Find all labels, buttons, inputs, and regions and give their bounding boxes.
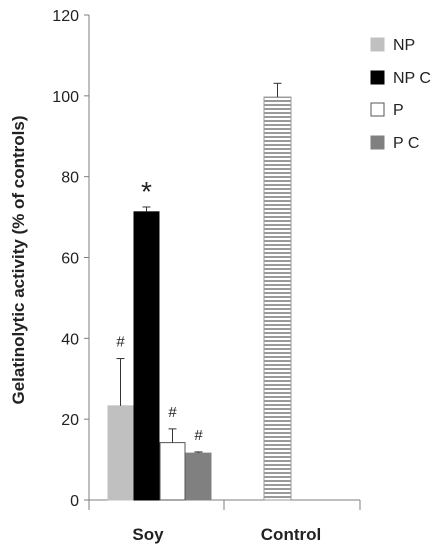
legend-swatch xyxy=(370,135,385,150)
bar xyxy=(133,211,160,501)
y-tick-label: 60 xyxy=(61,251,79,268)
legend-swatch xyxy=(370,37,385,52)
legend-label: NP C xyxy=(393,70,431,87)
legend-label: P xyxy=(393,102,404,119)
y-tick-label: 120 xyxy=(52,8,79,25)
significance-star: * xyxy=(141,176,152,207)
significance-hash: # xyxy=(194,427,203,444)
legend-swatch xyxy=(370,70,385,85)
y-axis-title: Gelatinolytic activity (% of controls) xyxy=(9,115,28,404)
significance-hash: # xyxy=(116,334,125,351)
x-tick-label: Control xyxy=(261,525,321,544)
bar xyxy=(185,452,212,501)
legend-label: NP xyxy=(393,37,415,54)
plot-area: 0 20 40 60 80 100 120 Soy Control # * # # xyxy=(52,8,361,544)
legend: NP NP C P P C xyxy=(370,37,431,152)
y-tick-label: 40 xyxy=(61,331,79,348)
control-bar xyxy=(263,96,292,501)
x-tick-label: Soy xyxy=(132,525,164,544)
legend-label: P C xyxy=(393,135,419,152)
y-tick-label: 0 xyxy=(70,493,79,510)
bar xyxy=(159,442,186,501)
y-tick-label: 80 xyxy=(61,170,79,187)
y-tick-label: 20 xyxy=(61,412,79,429)
significance-hash: # xyxy=(168,404,177,421)
legend-swatch xyxy=(370,102,385,117)
bar xyxy=(107,405,134,501)
y-tick-label: 100 xyxy=(52,89,79,106)
